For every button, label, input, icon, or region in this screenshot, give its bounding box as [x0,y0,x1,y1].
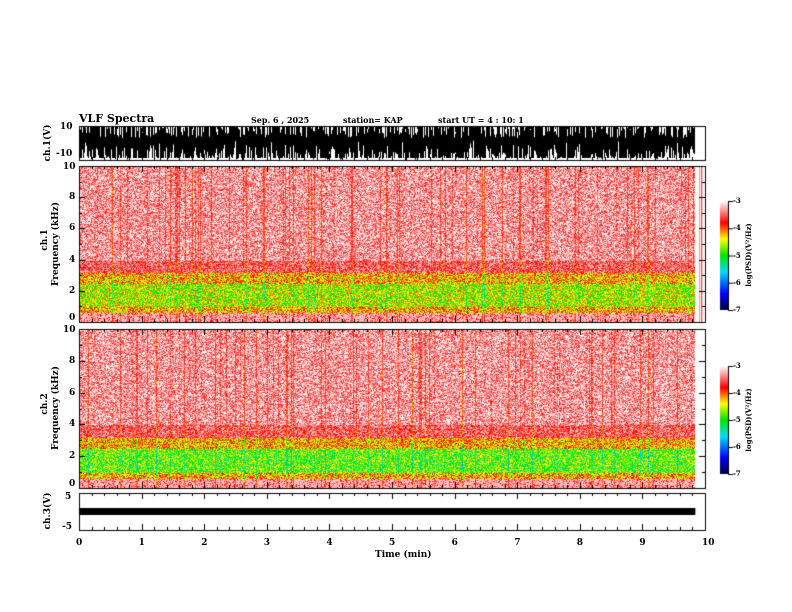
station-label: station= KAP [343,115,403,125]
xtick-2: 2 [201,538,208,548]
colorbar2-tick--3: -3 [733,361,741,370]
colorbar2-tick--4: -4 [733,388,741,397]
ch1-ylabel: ch.1(V) [43,124,53,162]
ch1-ytick-8: 8 [69,192,76,203]
colorbar2-tick--5: -5 [733,415,741,424]
ch2-ytick-6: 6 [69,387,76,398]
ch2-spec-ylabel-ch: ch.2 [40,393,50,415]
xtick-0: 0 [76,538,83,548]
colorbar2-label: log(PSD)(V²/Hz) [744,388,753,452]
xtick-8: 8 [576,538,584,548]
xtick-5: 5 [389,538,396,548]
ch3-ytick-bottom: -5 [62,522,72,532]
ch1-ytick-4: 4 [69,254,76,265]
xtick-6: 6 [451,538,458,548]
xtick-4: 4 [326,538,333,548]
colorbar1-tick--4: -4 [733,223,741,233]
ch1-ytick-6: 6 [69,223,76,234]
colorbar2-tick--6: -6 [733,442,741,451]
ch1-spec-ylabel-ch: ch.1 [40,229,50,251]
ch2-spec-ylabel-f: Frequency (kHz) [51,365,61,451]
ch1-ytick-top: 10 [60,122,73,132]
ch2-ytick-8: 8 [69,355,76,366]
ch2-ytick-0: 0 [69,479,76,489]
colorbar1-tick--3: -3 [733,196,741,205]
x-axis-label: Time (min) [375,550,432,560]
ch3-ylabel: ch.3(V) [43,492,53,530]
xtick-7: 7 [514,538,521,548]
xtick-3: 3 [263,538,271,548]
colorbar1-tick--6: -6 [733,277,741,287]
colorbar1-tick--5: -5 [733,250,741,260]
figure-title: VLF Spectra [79,112,155,125]
ch2-ytick-10: 10 [63,325,76,335]
ch2-ytick-4: 4 [69,419,76,430]
ch2-ytick-2: 2 [69,451,76,462]
ch1-spec-ylabel-f: Frequency (kHz) [51,201,61,287]
date-label: Sep. 6 , 2025 [251,115,310,125]
xtick-9: 9 [639,538,646,548]
ch1-ytick-10: 10 [63,162,76,172]
colorbar1-tick--7: -7 [733,305,741,314]
ch1-ytick-0: 0 [69,313,76,323]
ch1-ytick-2: 2 [69,285,76,296]
start-time-label: start UT = 4 : 10: 1 [438,115,524,125]
colorbar1-label: log(PSD)(V²/Hz) [744,223,753,287]
xtick-1: 1 [138,538,145,548]
ch1-ytick-bottom: -10 [56,149,73,159]
xtick-10: 10 [702,538,715,548]
colorbar2-tick--7: -7 [733,469,741,478]
ch3-ytick-top: 5 [65,492,72,502]
